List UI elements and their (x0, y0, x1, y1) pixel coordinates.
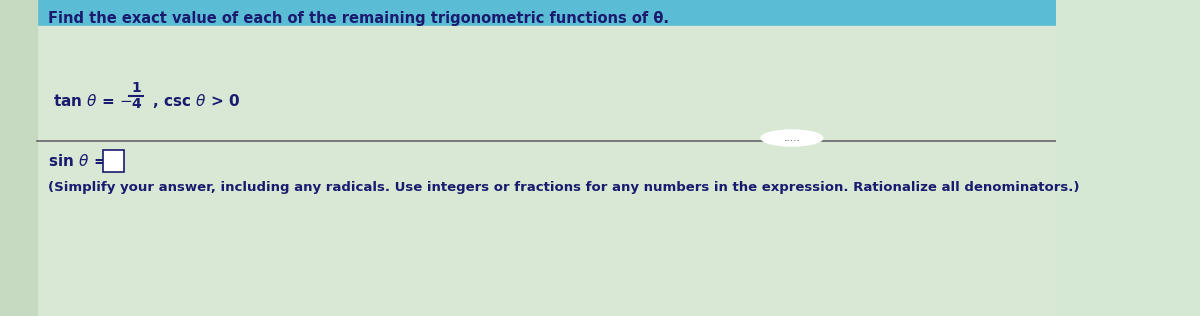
Text: sin $\theta$ =: sin $\theta$ = (48, 153, 107, 169)
Text: 1: 1 (132, 81, 142, 95)
Bar (0, 0, 1056, 26)
Text: .....: ..... (784, 133, 800, 143)
Text: tan $\theta$ = $-$: tan $\theta$ = $-$ (53, 93, 132, 109)
Bar (0, 0, 37, 316)
Text: (Simplify your answer, including any radicals. Use integers or fractions for any: (Simplify your answer, including any rad… (48, 181, 1080, 195)
FancyBboxPatch shape (103, 150, 124, 172)
Text: Find the exact value of each of the remaining trigonometric functions of θ.: Find the exact value of each of the rema… (48, 10, 670, 26)
Text: , csc $\theta$ > 0: , csc $\theta$ > 0 (152, 92, 240, 110)
Text: 4: 4 (132, 97, 142, 111)
Ellipse shape (761, 130, 823, 146)
Text: .....: ..... (782, 131, 802, 144)
